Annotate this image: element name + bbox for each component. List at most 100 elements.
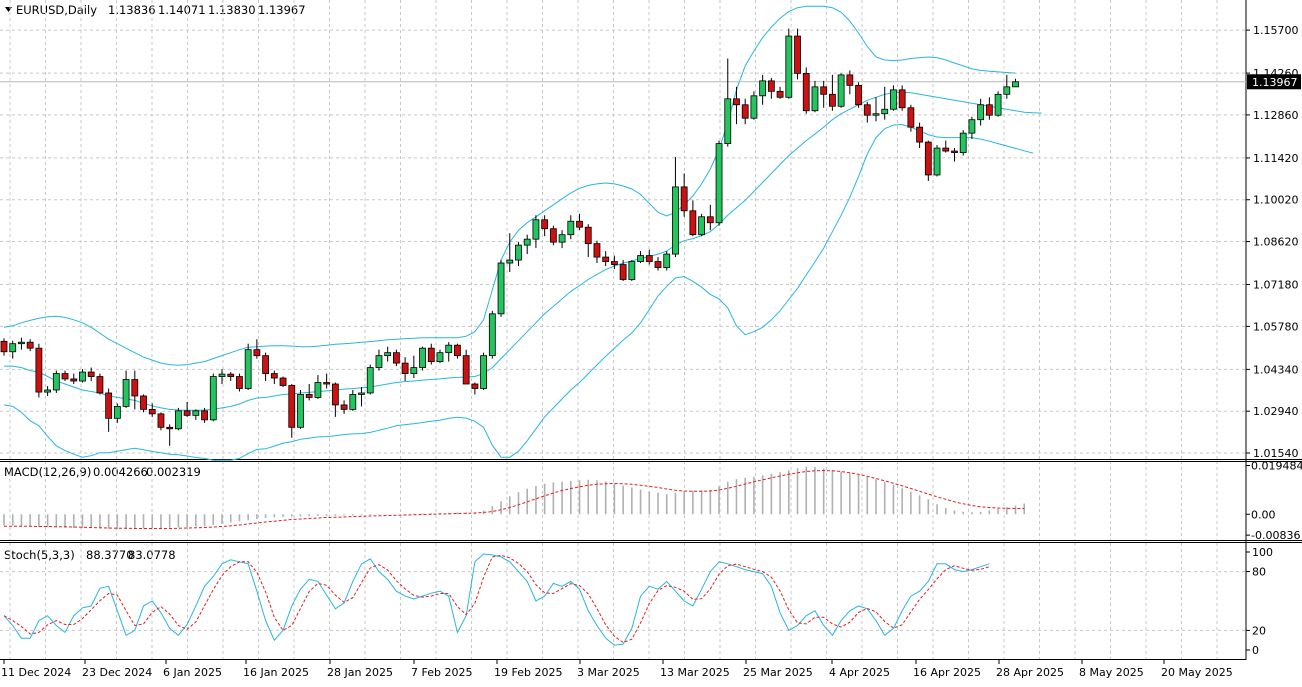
candle [79, 369, 86, 383]
bear-candle-body [331, 383, 339, 406]
candle [18, 337, 25, 350]
candle [253, 339, 261, 359]
candle [52, 370, 60, 393]
candle [881, 86, 889, 120]
candle [35, 343, 43, 398]
candle [706, 204, 714, 231]
bear-candle-body [645, 255, 653, 262]
ohlc-low: 1.13830 [208, 3, 256, 17]
current-price-tag: 1.13967 [1247, 74, 1301, 90]
candle [270, 370, 278, 385]
candle [122, 370, 130, 408]
price-tag-box [1247, 74, 1301, 90]
bear-candle-body [401, 362, 409, 374]
bull-candle-body [532, 219, 540, 240]
candle [471, 382, 479, 395]
candle [305, 384, 313, 401]
bull-candle-body [297, 394, 304, 428]
candle [829, 74, 836, 111]
candle [1012, 78, 1019, 88]
candle [131, 370, 139, 410]
candle [628, 260, 636, 281]
candle [488, 310, 496, 359]
candle [506, 233, 514, 273]
bull-candle-body [523, 238, 531, 246]
candle [611, 255, 618, 270]
macd-axis-label: 0.019484 [1251, 460, 1302, 473]
bull-candle-body [384, 352, 392, 357]
bear-candle-body [584, 226, 592, 245]
bull-candle-body [410, 367, 418, 374]
bear-candle-body [907, 107, 915, 128]
time-axis-label: 20 May 2025 [1161, 666, 1233, 679]
candle [645, 249, 653, 265]
price-axis-label: 1.05780 [1253, 320, 1299, 333]
candle [140, 394, 147, 413]
candle [724, 58, 732, 147]
candle [654, 257, 662, 271]
bull-candle-body [567, 220, 575, 236]
candle [44, 386, 51, 396]
time-axis-label: 7 Feb 2025 [411, 666, 472, 679]
symbol-title: EURUSD,Daily [16, 3, 97, 17]
bear-candle-body [549, 228, 557, 243]
stoch-main-line [3, 553, 990, 646]
bear-candle-body [541, 219, 549, 230]
candle [480, 352, 488, 390]
candle [863, 101, 871, 123]
price-axis-label: 1.08620 [1253, 236, 1299, 249]
bear-candle-body [140, 395, 147, 410]
bear-candle-body [924, 141, 932, 176]
candle [567, 215, 575, 240]
time-axis-label: 3 Mar 2025 [577, 666, 640, 679]
bull-candle-body [52, 373, 60, 391]
bull-candle-body [497, 262, 505, 315]
time-axis-label: 6 Jan 2025 [163, 666, 222, 679]
bear-candle-body [767, 80, 775, 92]
price-axis-label: 1.12860 [1253, 109, 1299, 122]
candle [916, 122, 923, 149]
bear-candle-body [733, 98, 740, 106]
bear-candle-body [166, 426, 174, 430]
candle [933, 145, 941, 177]
stoch-axis-label: 0 [1252, 644, 1259, 657]
ohlc-open: 1.13836 [108, 3, 156, 17]
candle [410, 355, 418, 379]
bear-candle-body [611, 261, 618, 265]
candle [87, 367, 95, 382]
candle [951, 148, 958, 162]
candle [767, 77, 775, 99]
bull-candle-body [18, 341, 25, 345]
candle [279, 376, 287, 387]
bear-candle-body [619, 264, 627, 280]
candle [358, 386, 365, 407]
bull-candle-body [122, 379, 130, 407]
candle [584, 224, 592, 258]
price-axis-label: 1.10020 [1253, 194, 1299, 207]
bull-candle-body [750, 95, 758, 119]
candle [741, 98, 749, 125]
time-axis-label: 25 Mar 2025 [743, 666, 813, 679]
candle [593, 240, 601, 264]
candle [872, 97, 880, 122]
candle [61, 370, 69, 382]
price-axis-label: 1.07180 [1253, 279, 1299, 292]
bear-candle-body [70, 378, 78, 382]
candle [663, 251, 671, 271]
bull-candle-body [890, 89, 897, 110]
candle [837, 73, 845, 108]
bull-candle-body [959, 132, 967, 153]
bull-candle-body [192, 410, 200, 416]
price-axis-label: 1.11420 [1253, 152, 1299, 165]
candle [985, 97, 993, 120]
price-tag-label: 1.13967 [1252, 76, 1298, 89]
bull-candle-body [698, 216, 705, 236]
bull-candle-body [724, 98, 732, 144]
candle [785, 28, 793, 99]
candle [174, 407, 182, 431]
candle [218, 369, 226, 385]
candle [733, 86, 740, 125]
bull-candle-body [480, 355, 488, 389]
